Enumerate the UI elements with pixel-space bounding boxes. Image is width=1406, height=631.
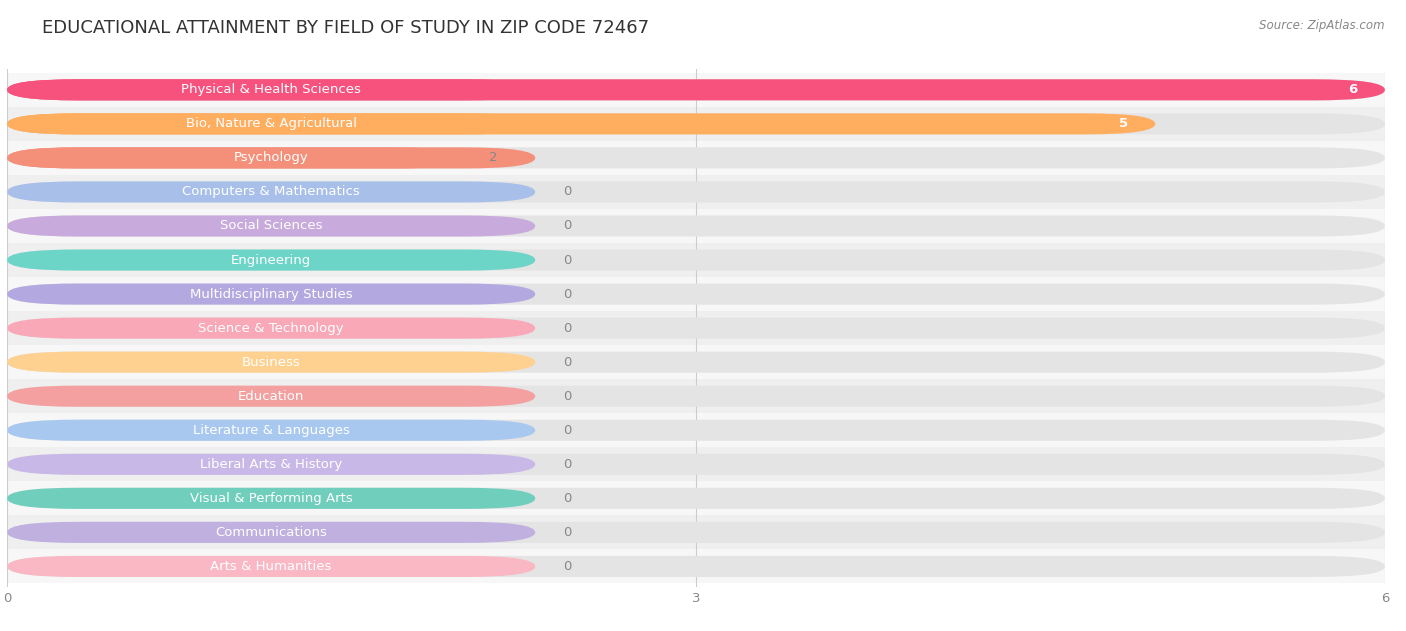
FancyBboxPatch shape [7, 114, 536, 134]
FancyBboxPatch shape [7, 215, 1385, 237]
FancyBboxPatch shape [7, 148, 536, 168]
Text: Engineering: Engineering [231, 254, 311, 266]
Bar [7, 73, 1385, 107]
FancyBboxPatch shape [7, 488, 1385, 509]
FancyBboxPatch shape [7, 80, 1385, 100]
Text: 0: 0 [562, 424, 571, 437]
Text: 0: 0 [562, 457, 571, 471]
Text: Arts & Humanities: Arts & Humanities [211, 560, 332, 573]
Text: 0: 0 [562, 492, 571, 505]
Text: Bio, Nature & Agricultural: Bio, Nature & Agricultural [186, 117, 357, 131]
Text: 0: 0 [562, 220, 571, 232]
Bar [7, 175, 1385, 209]
Text: Psychology: Psychology [233, 151, 308, 165]
FancyBboxPatch shape [7, 386, 536, 407]
Text: 0: 0 [562, 560, 571, 573]
Bar [7, 107, 1385, 141]
Text: Multidisciplinary Studies: Multidisciplinary Studies [190, 288, 353, 300]
Text: Computers & Mathematics: Computers & Mathematics [183, 186, 360, 199]
FancyBboxPatch shape [7, 283, 536, 305]
Text: EDUCATIONAL ATTAINMENT BY FIELD OF STUDY IN ZIP CODE 72467: EDUCATIONAL ATTAINMENT BY FIELD OF STUDY… [42, 19, 650, 37]
FancyBboxPatch shape [7, 556, 536, 577]
FancyBboxPatch shape [7, 488, 536, 509]
Bar [7, 481, 1385, 516]
FancyBboxPatch shape [7, 114, 1385, 134]
FancyBboxPatch shape [7, 454, 536, 475]
FancyBboxPatch shape [7, 351, 536, 373]
Text: 0: 0 [562, 186, 571, 199]
Text: Literature & Languages: Literature & Languages [193, 424, 350, 437]
FancyBboxPatch shape [7, 148, 1385, 168]
Bar [7, 379, 1385, 413]
Text: Communications: Communications [215, 526, 328, 539]
Text: Physical & Health Sciences: Physical & Health Sciences [181, 83, 361, 97]
Bar [7, 209, 1385, 243]
FancyBboxPatch shape [7, 522, 536, 543]
Bar [7, 141, 1385, 175]
FancyBboxPatch shape [7, 181, 536, 203]
FancyBboxPatch shape [7, 283, 1385, 305]
Text: 0: 0 [562, 526, 571, 539]
Text: Social Sciences: Social Sciences [219, 220, 322, 232]
Text: 5: 5 [1119, 117, 1128, 131]
FancyBboxPatch shape [7, 80, 1385, 100]
Text: Source: ZipAtlas.com: Source: ZipAtlas.com [1260, 19, 1385, 32]
FancyBboxPatch shape [7, 420, 536, 441]
FancyBboxPatch shape [7, 351, 1385, 373]
FancyBboxPatch shape [7, 522, 1385, 543]
Text: Liberal Arts & History: Liberal Arts & History [200, 457, 342, 471]
Bar [7, 413, 1385, 447]
Bar [7, 311, 1385, 345]
Text: Science & Technology: Science & Technology [198, 322, 344, 334]
Bar [7, 243, 1385, 277]
Bar [7, 550, 1385, 584]
FancyBboxPatch shape [7, 181, 1385, 203]
Bar [7, 345, 1385, 379]
Text: 0: 0 [562, 254, 571, 266]
Text: Education: Education [238, 390, 304, 403]
Bar [7, 277, 1385, 311]
Bar [7, 447, 1385, 481]
FancyBboxPatch shape [7, 317, 536, 339]
FancyBboxPatch shape [7, 386, 1385, 407]
FancyBboxPatch shape [7, 454, 1385, 475]
Text: Business: Business [242, 356, 301, 369]
FancyBboxPatch shape [7, 556, 1385, 577]
FancyBboxPatch shape [7, 249, 536, 271]
FancyBboxPatch shape [7, 148, 467, 168]
FancyBboxPatch shape [7, 317, 1385, 339]
Text: 0: 0 [562, 390, 571, 403]
Text: 0: 0 [562, 356, 571, 369]
Bar [7, 516, 1385, 550]
Text: 2: 2 [489, 151, 498, 165]
Text: 6: 6 [1348, 83, 1357, 97]
FancyBboxPatch shape [7, 80, 536, 100]
FancyBboxPatch shape [7, 215, 536, 237]
Text: 0: 0 [562, 288, 571, 300]
FancyBboxPatch shape [7, 249, 1385, 271]
FancyBboxPatch shape [7, 420, 1385, 441]
FancyBboxPatch shape [7, 114, 1156, 134]
Text: Visual & Performing Arts: Visual & Performing Arts [190, 492, 353, 505]
Text: 0: 0 [562, 322, 571, 334]
